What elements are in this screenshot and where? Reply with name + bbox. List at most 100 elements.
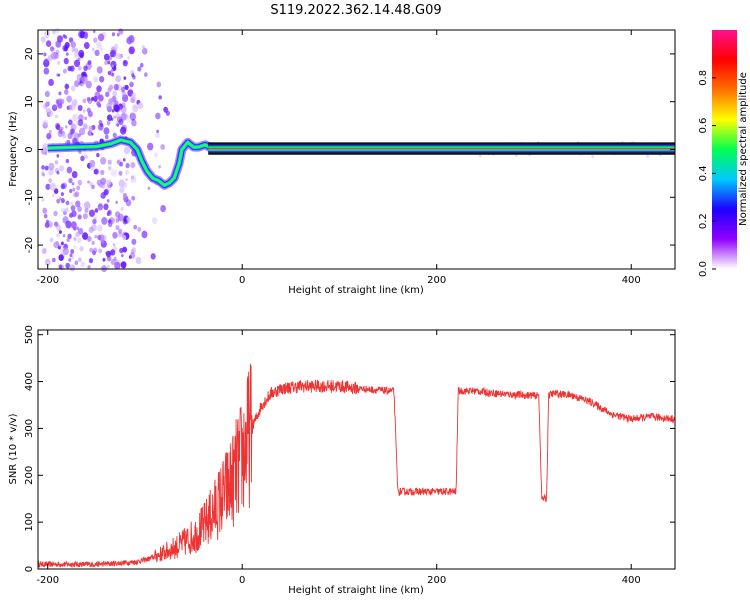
colorbar-tick-label: 0.8: [698, 70, 709, 86]
spectrogram-noise-cell: [131, 247, 137, 254]
spectrogram-noise-cell: [114, 261, 121, 270]
spectrogram-noise-cell: [79, 245, 84, 252]
spectrogram-noise-cell: [139, 62, 144, 68]
spectrogram-noise-cell: [131, 119, 137, 127]
spectrogram-noise-cell: [93, 95, 98, 102]
spectrogram-noise-cell: [92, 247, 98, 254]
spectrogram-noise-cell: [78, 127, 86, 136]
spectrogram-noise-cell: [58, 165, 65, 172]
spectrogram-noise-cell: [56, 233, 60, 238]
spectrogram-noise-cell: [74, 191, 80, 198]
spectrogram-noise-cell: [156, 129, 160, 134]
spectrogram-noise-cell: [141, 45, 145, 49]
spectrogram-noise-cell: [120, 112, 127, 121]
snr-x-tick-label: 0: [239, 575, 245, 586]
colorbar-ticks: 0.0 0.2 0.4 0.6 0.8: [698, 70, 716, 277]
spectrogram-noise-cell: [71, 170, 78, 179]
spectrogram-noise-cell: [49, 182, 56, 191]
spectrogram-noise-cell: [43, 67, 50, 75]
spectrogram-noise-cell: [77, 104, 83, 112]
spectrogram-noise-cell: [118, 103, 122, 107]
spectrogram-noise-cell: [68, 119, 73, 126]
spectrogram-noise-cell: [147, 142, 154, 151]
spectrogram-noise-cell: [77, 214, 82, 220]
spectrogram-noise-cell: [45, 183, 51, 190]
spectrogram-noise-cell: [120, 206, 124, 212]
spectrogram-noise-cell: [72, 187, 76, 192]
spectrogram-noise-cell: [56, 170, 60, 175]
spectrogram-noise-cell: [137, 227, 142, 232]
spectrogram-noise-cell: [60, 207, 66, 214]
spectrogram-noise-cell: [77, 206, 82, 212]
spectrogram-noise-cell: [120, 126, 127, 135]
spectrogram-noise-cell: [73, 51, 80, 59]
spectrogram-noise-cell: [60, 241, 64, 246]
spectrogram-noise-cell: [112, 115, 116, 119]
spectrogram-noise-cell: [123, 146, 130, 155]
spectrogram-noise-cell: [45, 108, 52, 115]
spectrogram-noise-cell: [67, 132, 73, 140]
spectrogram-noise-cell: [119, 247, 124, 254]
spectrogram-noise-cell: [41, 165, 45, 170]
spectrogram-noise-cell: [87, 130, 93, 136]
spectrogram-noise-cell: [65, 158, 70, 164]
spectrogram-noise-cell: [160, 144, 165, 150]
spectrogram-noise-cell: [116, 123, 120, 127]
spectrogram-noise-cell: [78, 49, 85, 58]
spectrogram-noise-cell: [83, 201, 91, 210]
spectrogram-noise-cell: [80, 261, 86, 268]
spectrogram-noise-cell: [58, 230, 62, 234]
spectrogram-noise-cell: [97, 33, 105, 42]
spectrogram-noise-cell: [65, 200, 70, 206]
spectrogram-noise-cell: [86, 235, 92, 242]
spectrogram-noise-cell: [122, 234, 127, 241]
colorbar-tick-label: 0.0: [698, 261, 709, 277]
spectrogram-noise-cell: [75, 231, 80, 238]
spectrogram-noise-cell: [88, 125, 94, 132]
spectrogram-noise-cell: [55, 241, 59, 246]
spectrogram-noise-cell: [69, 264, 76, 272]
spectrogram-noise-cell: [99, 75, 105, 83]
spectrogram-noise-cell: [73, 125, 78, 130]
spectrogram-noise-cell: [66, 237, 70, 242]
snr-y-tick-label: 0: [24, 566, 35, 572]
spectrogram-noise-cell: [135, 256, 142, 265]
spectrogram-noise-cell: [107, 159, 112, 165]
spectrogram-noise-cell: [48, 168, 54, 176]
spectrogram-noise-cell: [88, 258, 94, 264]
spectrogram-noise-cell: [58, 91, 62, 96]
spectrogram-noise-cell: [77, 179, 83, 186]
spectrogram-noise-cell: [80, 155, 85, 162]
spectrogram-noise-cell: [42, 173, 45, 177]
spectrogram-noise-cell: [104, 60, 108, 66]
spectrogram-noise-cell: [87, 60, 92, 65]
spectrogram-noise-cell: [130, 81, 133, 85]
spectrogram-noise-cell: [65, 220, 72, 229]
spectrogram-noise-cell: [116, 159, 121, 165]
colorbar-tick-label: 0.2: [698, 213, 709, 229]
spectrogram-noise-cell: [99, 237, 105, 245]
spectrogram-noise-cell: [113, 83, 119, 91]
spectrogram-noise-cell: [44, 30, 50, 39]
spectrogram-noise-cell: [49, 46, 55, 52]
spectrogram-noise-cell: [43, 213, 48, 219]
spectrogram-x-tick-label: 0: [239, 275, 245, 286]
spectrogram-noise-cell: [103, 203, 109, 211]
spectrogram-noise-cell: [131, 92, 137, 100]
spectrogram-noise-cell: [60, 126, 64, 131]
spectrogram-noise-cell: [129, 252, 136, 259]
spectrogram-noise-cell: [126, 116, 133, 123]
spectrogram-noise-cell: [67, 65, 72, 72]
spectrogram-noise-cell: [82, 213, 88, 220]
spectrogram-noise-cell: [94, 49, 100, 57]
spectrogram-noise-cell: [74, 260, 79, 266]
spectrogram-noise-cell: [57, 60, 61, 65]
spectrogram-y-tick-label: 10: [24, 95, 35, 108]
spectrogram-noise-cell: [100, 156, 107, 165]
spectrogram-noise-cell: [156, 81, 162, 88]
spectrogram-noise-cell: [141, 230, 148, 239]
spectrogram-noise-cell: [81, 76, 88, 84]
spectrogram-noise-cell: [64, 207, 69, 213]
spectrogram-noise-cell: [107, 70, 112, 76]
spectrogram-noise-cell: [71, 137, 78, 144]
